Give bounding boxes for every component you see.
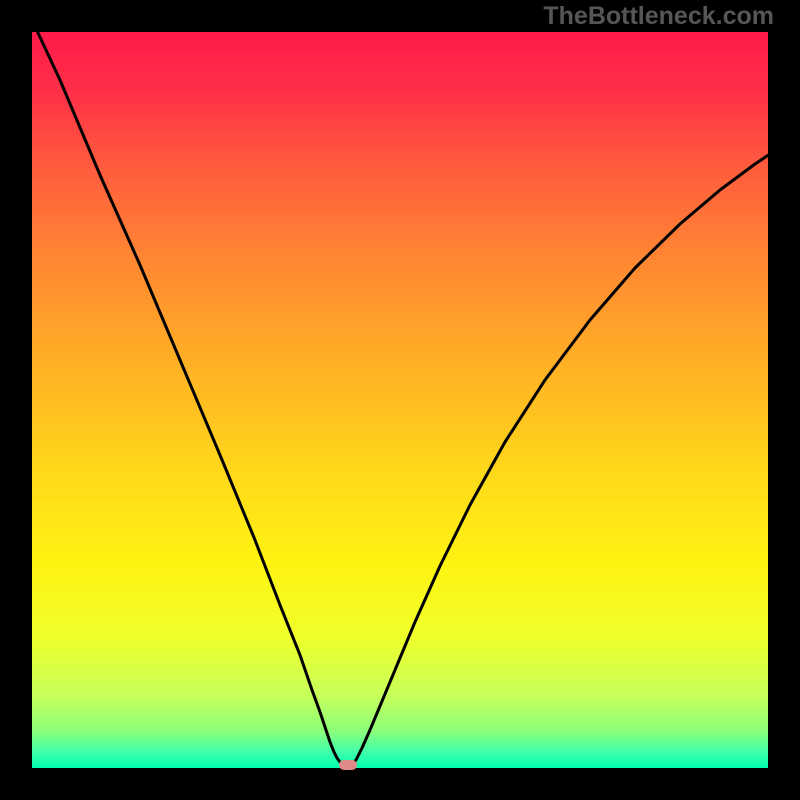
chart-container: TheBottleneck.com: [0, 0, 800, 800]
plot-svg: [0, 0, 800, 800]
optimal-marker: [339, 760, 357, 770]
plot-area: [32, 32, 768, 768]
watermark-text: TheBottleneck.com: [543, 2, 774, 31]
